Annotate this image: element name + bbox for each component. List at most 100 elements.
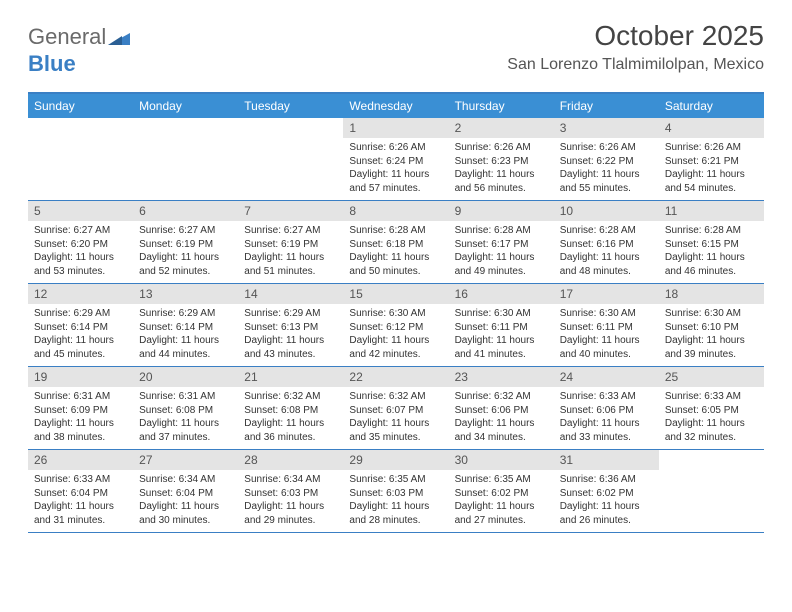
day-number: 21 [238, 367, 343, 387]
day-number: 3 [554, 118, 659, 138]
day-number: 25 [659, 367, 764, 387]
daylight-line: Daylight: 11 hours and 26 minutes. [560, 500, 653, 527]
daylight-line: Daylight: 11 hours and 39 minutes. [665, 334, 758, 361]
day-body: Sunrise: 6:26 AMSunset: 6:23 PMDaylight:… [449, 138, 554, 199]
sunrise-line: Sunrise: 6:33 AM [34, 473, 127, 487]
daylight-line: Daylight: 11 hours and 40 minutes. [560, 334, 653, 361]
day-number: 17 [554, 284, 659, 304]
month-title: October 2025 [28, 20, 764, 52]
sunrise-line: Sunrise: 6:26 AM [349, 141, 442, 155]
week-row: 19Sunrise: 6:31 AMSunset: 6:09 PMDayligh… [28, 367, 764, 450]
daylight-line: Daylight: 11 hours and 50 minutes. [349, 251, 442, 278]
day-body: Sunrise: 6:35 AMSunset: 6:03 PMDaylight:… [343, 470, 448, 531]
day-body: Sunrise: 6:32 AMSunset: 6:06 PMDaylight:… [449, 387, 554, 448]
day-cell: 25Sunrise: 6:33 AMSunset: 6:05 PMDayligh… [659, 367, 764, 449]
day-body: Sunrise: 6:28 AMSunset: 6:17 PMDaylight:… [449, 221, 554, 282]
daylight-line: Daylight: 11 hours and 34 minutes. [455, 417, 548, 444]
day-number: 10 [554, 201, 659, 221]
day-number: 8 [343, 201, 448, 221]
daylight-line: Daylight: 11 hours and 31 minutes. [34, 500, 127, 527]
sunset-line: Sunset: 6:03 PM [244, 487, 337, 501]
day-body: Sunrise: 6:28 AMSunset: 6:18 PMDaylight:… [343, 221, 448, 282]
daylight-line: Daylight: 11 hours and 52 minutes. [139, 251, 232, 278]
day-body: Sunrise: 6:35 AMSunset: 6:02 PMDaylight:… [449, 470, 554, 531]
day-body: Sunrise: 6:30 AMSunset: 6:12 PMDaylight:… [343, 304, 448, 365]
day-number: 28 [238, 450, 343, 470]
daylight-line: Daylight: 11 hours and 30 minutes. [139, 500, 232, 527]
sunset-line: Sunset: 6:12 PM [349, 321, 442, 335]
day-number: 12 [28, 284, 133, 304]
daylight-line: Daylight: 11 hours and 45 minutes. [34, 334, 127, 361]
week-row: 12Sunrise: 6:29 AMSunset: 6:14 PMDayligh… [28, 284, 764, 367]
day-cell [659, 450, 764, 532]
day-body: Sunrise: 6:36 AMSunset: 6:02 PMDaylight:… [554, 470, 659, 531]
sunset-line: Sunset: 6:19 PM [244, 238, 337, 252]
daylight-line: Daylight: 11 hours and 43 minutes. [244, 334, 337, 361]
day-number: 1 [343, 118, 448, 138]
sunrise-line: Sunrise: 6:34 AM [244, 473, 337, 487]
sunset-line: Sunset: 6:08 PM [139, 404, 232, 418]
day-cell: 22Sunrise: 6:32 AMSunset: 6:07 PMDayligh… [343, 367, 448, 449]
sunset-line: Sunset: 6:19 PM [139, 238, 232, 252]
day-number: 23 [449, 367, 554, 387]
logo: General Blue [28, 24, 130, 77]
day-cell [28, 118, 133, 200]
day-cell: 13Sunrise: 6:29 AMSunset: 6:14 PMDayligh… [133, 284, 238, 366]
sunrise-line: Sunrise: 6:30 AM [560, 307, 653, 321]
day-body: Sunrise: 6:34 AMSunset: 6:04 PMDaylight:… [133, 470, 238, 531]
daylight-line: Daylight: 11 hours and 29 minutes. [244, 500, 337, 527]
sunset-line: Sunset: 6:23 PM [455, 155, 548, 169]
sunset-line: Sunset: 6:11 PM [560, 321, 653, 335]
day-number: 24 [554, 367, 659, 387]
day-number: 13 [133, 284, 238, 304]
day-cell: 23Sunrise: 6:32 AMSunset: 6:06 PMDayligh… [449, 367, 554, 449]
day-cell: 10Sunrise: 6:28 AMSunset: 6:16 PMDayligh… [554, 201, 659, 283]
day-number: 4 [659, 118, 764, 138]
day-cell: 29Sunrise: 6:35 AMSunset: 6:03 PMDayligh… [343, 450, 448, 532]
week-row: 26Sunrise: 6:33 AMSunset: 6:04 PMDayligh… [28, 450, 764, 533]
day-number: 5 [28, 201, 133, 221]
sunset-line: Sunset: 6:18 PM [349, 238, 442, 252]
day-body: Sunrise: 6:30 AMSunset: 6:11 PMDaylight:… [554, 304, 659, 365]
day-number: 11 [659, 201, 764, 221]
day-body: Sunrise: 6:30 AMSunset: 6:10 PMDaylight:… [659, 304, 764, 365]
day-body: Sunrise: 6:29 AMSunset: 6:14 PMDaylight:… [28, 304, 133, 365]
day-cell: 7Sunrise: 6:27 AMSunset: 6:19 PMDaylight… [238, 201, 343, 283]
day-body: Sunrise: 6:34 AMSunset: 6:03 PMDaylight:… [238, 470, 343, 531]
day-header: Sunday [28, 94, 133, 118]
sunrise-line: Sunrise: 6:28 AM [665, 224, 758, 238]
daylight-line: Daylight: 11 hours and 38 minutes. [34, 417, 127, 444]
day-cell: 18Sunrise: 6:30 AMSunset: 6:10 PMDayligh… [659, 284, 764, 366]
day-cell: 12Sunrise: 6:29 AMSunset: 6:14 PMDayligh… [28, 284, 133, 366]
daylight-line: Daylight: 11 hours and 49 minutes. [455, 251, 548, 278]
sunset-line: Sunset: 6:08 PM [244, 404, 337, 418]
day-cell [238, 118, 343, 200]
sunrise-line: Sunrise: 6:34 AM [139, 473, 232, 487]
daylight-line: Daylight: 11 hours and 44 minutes. [139, 334, 232, 361]
day-number: 30 [449, 450, 554, 470]
sunset-line: Sunset: 6:17 PM [455, 238, 548, 252]
sunset-line: Sunset: 6:20 PM [34, 238, 127, 252]
day-body: Sunrise: 6:30 AMSunset: 6:11 PMDaylight:… [449, 304, 554, 365]
weeks-container: 1Sunrise: 6:26 AMSunset: 6:24 PMDaylight… [28, 118, 764, 533]
daylight-line: Daylight: 11 hours and 37 minutes. [139, 417, 232, 444]
sunset-line: Sunset: 6:04 PM [34, 487, 127, 501]
daylight-line: Daylight: 11 hours and 35 minutes. [349, 417, 442, 444]
day-cell: 14Sunrise: 6:29 AMSunset: 6:13 PMDayligh… [238, 284, 343, 366]
day-number: 20 [133, 367, 238, 387]
week-row: 5Sunrise: 6:27 AMSunset: 6:20 PMDaylight… [28, 201, 764, 284]
sunrise-line: Sunrise: 6:30 AM [349, 307, 442, 321]
day-number: 7 [238, 201, 343, 221]
day-cell: 4Sunrise: 6:26 AMSunset: 6:21 PMDaylight… [659, 118, 764, 200]
sunset-line: Sunset: 6:16 PM [560, 238, 653, 252]
sunrise-line: Sunrise: 6:31 AM [34, 390, 127, 404]
sunset-line: Sunset: 6:04 PM [139, 487, 232, 501]
day-cell: 1Sunrise: 6:26 AMSunset: 6:24 PMDaylight… [343, 118, 448, 200]
sunrise-line: Sunrise: 6:26 AM [665, 141, 758, 155]
day-number: 2 [449, 118, 554, 138]
sunrise-line: Sunrise: 6:28 AM [560, 224, 653, 238]
day-body: Sunrise: 6:32 AMSunset: 6:08 PMDaylight:… [238, 387, 343, 448]
sunset-line: Sunset: 6:10 PM [665, 321, 758, 335]
day-cell [133, 118, 238, 200]
day-number: 19 [28, 367, 133, 387]
